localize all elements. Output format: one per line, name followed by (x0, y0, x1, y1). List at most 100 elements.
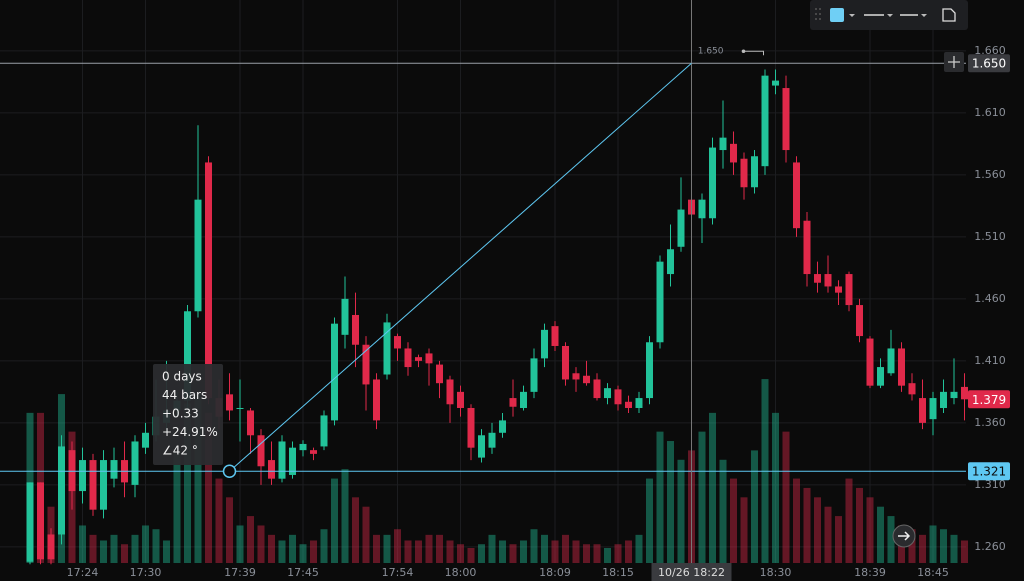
volume-bar (184, 403, 191, 563)
volume-bar (320, 529, 328, 563)
candle-body (730, 143, 737, 163)
candle-body (824, 274, 832, 287)
volume-bar (625, 540, 632, 563)
candle-body (310, 450, 317, 454)
volume-bar (488, 534, 496, 563)
candle-body (436, 364, 443, 384)
volume-bar (89, 534, 97, 563)
candle-body (352, 314, 359, 345)
volume-bar (341, 469, 349, 563)
volume-bar (457, 544, 464, 563)
color-swatch[interactable] (830, 8, 844, 22)
candle-body (898, 348, 905, 386)
candle-body (446, 379, 454, 405)
more-icon[interactable] (942, 8, 956, 22)
candle-body (950, 391, 958, 399)
candle-body (394, 336, 401, 349)
candle-body (194, 199, 202, 312)
volume-bar (142, 525, 149, 563)
volume-bar (383, 534, 391, 563)
tooltip-line: 44 bars (162, 388, 207, 402)
volume-bar (131, 534, 139, 563)
price-label-bg (968, 462, 1010, 481)
candle-body (68, 450, 76, 492)
volume-bar (929, 525, 937, 563)
candle-body (47, 534, 55, 560)
x-tick-label: 17:39 (224, 566, 256, 579)
volume-bar (719, 459, 727, 563)
volume-bar (940, 529, 947, 563)
volume-bar (331, 478, 338, 563)
volume-bar (173, 450, 181, 563)
last-price-label: 1.379 (972, 393, 1006, 407)
candle-body (299, 443, 307, 451)
volume-bar (530, 529, 538, 563)
arrow-icon[interactable] (898, 531, 911, 541)
y-tick-label: 1.360 (974, 416, 1006, 429)
volume-bar (614, 544, 622, 563)
plus-icon[interactable] (948, 56, 960, 68)
add-button[interactable] (944, 52, 964, 72)
y-tick-label: 1.460 (974, 292, 1006, 305)
candle-body (415, 357, 422, 361)
x-tick-label: 18:15 (602, 566, 634, 579)
candle-body (257, 435, 265, 467)
volume-bar (919, 534, 926, 563)
volume-bar (604, 547, 611, 563)
volume-bar (467, 547, 475, 563)
candle-body (236, 407, 244, 409)
scroll-button[interactable] (892, 524, 916, 548)
volume-bar (257, 525, 265, 563)
dropdown-arrow[interactable] (887, 14, 893, 17)
volume-bar (730, 478, 737, 563)
dropdown-arrow[interactable] (849, 14, 855, 17)
volume-bar (835, 516, 842, 563)
candle-body (604, 388, 611, 399)
volume-bar (152, 529, 160, 563)
candle-body (572, 373, 580, 380)
volume-bar (446, 540, 454, 563)
volume-bar (100, 540, 107, 563)
candle-body (530, 358, 538, 392)
candle-body (205, 162, 212, 399)
dropdown-arrow[interactable] (921, 14, 927, 17)
y-tick-label: 1.660 (974, 44, 1006, 57)
grid-layer (0, 0, 966, 563)
candle-body (520, 391, 527, 408)
candle-body (425, 353, 433, 364)
y-tick-label: 1.510 (974, 230, 1006, 243)
candle-body (877, 367, 884, 386)
candle-body (835, 286, 842, 293)
candle-body (37, 482, 44, 560)
candle-body (131, 441, 139, 485)
candle-body (373, 379, 380, 421)
candle-body (656, 261, 664, 343)
candle-body (58, 446, 65, 535)
volume-bar (698, 431, 706, 563)
candle-body (488, 432, 496, 448)
candle-body (404, 348, 412, 368)
candle-body (646, 342, 653, 399)
volume-layer (26, 379, 968, 563)
candle-body (856, 305, 863, 337)
volume-bar (509, 544, 517, 563)
candle-body (908, 383, 916, 395)
candle-body (625, 401, 632, 408)
level-marker-label: 1.650 (698, 47, 724, 57)
candle-body (562, 345, 569, 380)
candle-body (499, 420, 506, 433)
volume-bar (667, 441, 674, 563)
x-tick-label: 18:09 (539, 566, 571, 579)
x-tick-label: 18:00 (445, 566, 477, 579)
candle-body (814, 274, 821, 283)
candle-body (940, 391, 947, 408)
candle-body (89, 460, 97, 510)
candle-body (541, 329, 548, 359)
y-tick-label: 1.560 (974, 168, 1006, 181)
candle-body (919, 398, 926, 423)
last-price-bg (968, 390, 1010, 409)
volume-bar (194, 394, 202, 563)
x-tick-label: 17:24 (67, 566, 99, 579)
drag-handle[interactable] (815, 8, 821, 20)
trend-handle (222, 464, 237, 478)
